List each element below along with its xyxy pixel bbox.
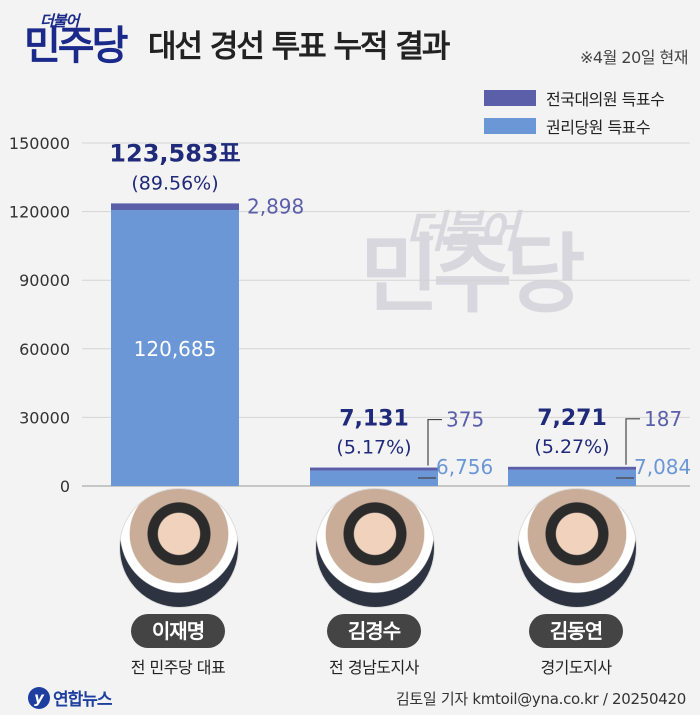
candidate-caption-1: 전 민주당 대표 [130, 658, 226, 677]
y-tick-label: 30000 [19, 408, 70, 427]
bar-delegates-2 [310, 467, 438, 471]
candidate-caption-3: 경기도지사 [540, 658, 612, 677]
bar-members-1 [111, 210, 239, 486]
party-logo-small-text: 더불어 [40, 12, 79, 30]
legend: 전국대의원 득표수 권리당원 득표수 [484, 84, 665, 140]
percent-label-1: (89.56%) [131, 172, 218, 194]
bar-delegates-1 [111, 203, 239, 211]
delegates-label-3: 187 [644, 407, 682, 431]
delegates-label-2: 375 [446, 408, 484, 432]
footer-logo: y 연합뉴스 [28, 685, 113, 710]
yonhap-logo-icon: y [28, 686, 50, 709]
legend-label-delegates: 전국대의원 득표수 [546, 90, 665, 109]
total-label-1: 123,583표 [109, 139, 240, 167]
members-label-2: 6,756 [436, 455, 493, 479]
total-label-3: 7,271 [537, 406, 607, 431]
footer-logo-name: 연합뉴스 [53, 690, 113, 710]
percent-label-3: (5.27%) [534, 436, 609, 458]
y-tick-label: 90000 [19, 271, 70, 290]
legend-swatch-delegates [484, 90, 536, 106]
party-logo: 민주당 [24, 23, 128, 69]
legend-item-members: 권리당원 득표수 [484, 112, 664, 140]
delegates-leader-line-2 [427, 418, 442, 466]
total-label-2: 7,131 [339, 407, 409, 432]
candidate-name-3: 김동연 [529, 614, 623, 648]
candidate-photo-3 [517, 488, 637, 608]
legend-label-members: 권리당원 득표수 [546, 118, 651, 137]
bar-chart: 0 30000 60000 90000 120000 150000 123,583표 (89.… [9, 134, 691, 496]
percent-label-2: (5.17%) [336, 437, 411, 459]
page-title: 대선 경선 투표 누적 결과 [148, 29, 450, 65]
y-tick-label: 60000 [19, 340, 70, 359]
y-tick-label: 150000 [9, 134, 70, 153]
delegates-label-1: 2,898 [247, 194, 304, 218]
bar-delegates-3 [508, 466, 636, 470]
credit-line: 김토일 기자 kmtoil@yna.co.kr / 20250420 [395, 690, 686, 708]
bar-members-3 [508, 469, 636, 486]
bar-members-2 [310, 470, 438, 486]
y-tick-label: 0 [60, 477, 70, 496]
date-note: ※4월 20일 현재 [580, 48, 689, 67]
legend-swatch-members [484, 118, 536, 134]
candidate-photo-2 [315, 488, 435, 608]
candidate-caption-2: 전 경남도지사 [329, 658, 419, 677]
candidate-photo-1 [119, 488, 239, 608]
members-label-3: 7,084 [634, 455, 691, 479]
watermark-small: 더불어 [405, 207, 518, 258]
watermark-logo: 민주당 [360, 225, 585, 325]
members-label-1: 120,685 [134, 337, 217, 361]
y-tick-label: 120000 [9, 203, 70, 222]
legend-item-delegates: 전국대의원 득표수 [484, 84, 665, 112]
candidate-name-1: 이재명 [131, 614, 225, 648]
candidate-name-2: 김경수 [327, 614, 421, 648]
delegates-leader-line-3 [625, 418, 640, 465]
